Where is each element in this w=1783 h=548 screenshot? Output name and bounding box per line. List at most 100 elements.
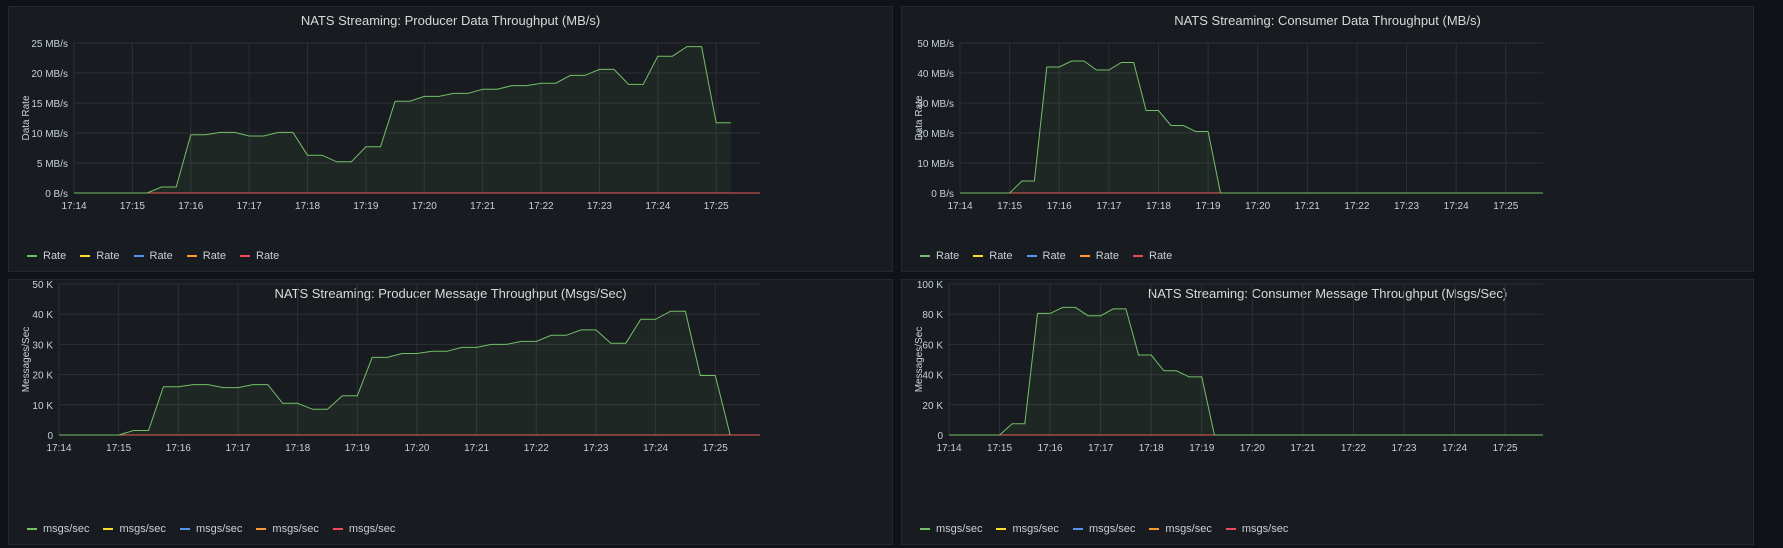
x-tick-label: 17:19 — [353, 201, 378, 212]
legend-label: msgs/sec — [1012, 523, 1059, 535]
series-area-1 — [949, 307, 1543, 435]
y-tick-label: 10 MB/s — [31, 129, 68, 140]
legend-label: msgs/sec — [119, 523, 166, 535]
legend: Rate Rate Rate Rate Rate — [27, 250, 279, 262]
x-tick-label: 17:25 — [703, 443, 728, 454]
x-tick-label: 17:16 — [1038, 443, 1063, 454]
legend-swatch — [1026, 255, 1037, 257]
legend-swatch — [27, 528, 37, 530]
x-tick-label: 17:18 — [285, 443, 310, 454]
chart-consumer-data: 0 B/s 10 MB/s 20 MB/s 30 MB/s 40 MB/s 50 MB/s… — [914, 39, 1543, 212]
y-tick-label: 60 K — [922, 340, 943, 351]
x-tick-label: 17:19 — [1189, 443, 1214, 454]
legend-swatch — [332, 528, 343, 530]
legend-label: Rate — [149, 250, 173, 262]
legend-item[interactable]: Rate — [920, 250, 959, 262]
legend-item[interactable]: Rate — [133, 250, 173, 262]
y-axis-label: Data Rate — [21, 95, 32, 140]
legend-item[interactable]: msgs/sec — [256, 523, 319, 535]
x-tick-label: 17:25 — [1493, 201, 1518, 212]
legend-item[interactable]: msgs/sec — [996, 523, 1059, 535]
legend-item[interactable]: msgs/sec — [332, 523, 396, 535]
legend: msgs/sec msgs/sec msgs/sec msgs/sec msgs/sec — [920, 523, 1288, 535]
legend-item[interactable]: Rate — [1026, 250, 1066, 262]
legend-item[interactable]: Rate — [1133, 250, 1172, 262]
x-tick-label: 17:22 — [1341, 443, 1366, 454]
x-tick-label: 17:20 — [1245, 201, 1270, 212]
legend-swatch — [996, 528, 1007, 530]
x-tick-label: 17:23 — [587, 201, 612, 212]
legend-item[interactable]: msgs/sec — [103, 523, 166, 535]
series-line-1 — [949, 306, 1543, 436]
legend-label: Rate — [43, 250, 67, 262]
legend-item[interactable]: Rate — [240, 250, 279, 262]
x-tick-label: 17:15 — [120, 201, 145, 212]
legend-label: msgs/sec — [43, 523, 90, 535]
legend-item[interactable]: msgs/sec — [27, 523, 89, 535]
x-tick-label: 17:23 — [1391, 443, 1416, 454]
y-tick-label: 30 MB/s — [917, 99, 954, 110]
y-tick-label: 5 MB/s — [37, 159, 68, 170]
x-tick-label: 17:22 — [529, 201, 554, 212]
x-tick-label: 17:20 — [412, 201, 437, 212]
legend-swatch — [133, 255, 144, 257]
legend-label: msgs/sec — [348, 523, 396, 535]
y-tick-label: 0 — [937, 431, 943, 442]
x-tick-label: 17:15 — [106, 443, 131, 454]
panel-title[interactable]: NATS Streaming: Producer Data Throughput… — [300, 13, 601, 28]
y-tick-label: 25 MB/s — [31, 39, 68, 50]
legend-label: Rate — [256, 250, 280, 262]
x-tick-label: 17:24 — [643, 443, 668, 454]
x-tick-label: 17:14 — [61, 201, 86, 212]
legend-swatch — [973, 255, 984, 257]
x-tick-label: 17:17 — [225, 443, 250, 454]
y-tick-label: 30 K — [32, 340, 53, 351]
x-tick-label: 17:16 — [178, 201, 203, 212]
y-tick-label: 40 MB/s — [917, 69, 954, 80]
legend-item[interactable]: Rate — [973, 250, 1013, 262]
panel-title[interactable]: NATS Streaming: Producer Message Through… — [274, 286, 627, 301]
panel-title[interactable]: NATS Streaming: Consumer Message Through… — [1147, 286, 1508, 301]
x-tick-label: 17:19 — [345, 443, 370, 454]
legend-item[interactable]: msgs/sec — [920, 523, 982, 535]
y-tick-label: 15 MB/s — [31, 99, 68, 110]
panel-producer-messages: NATS Streaming: Producer Message Through… — [8, 279, 893, 545]
x-tick-label: 17:21 — [1290, 443, 1315, 454]
y-tick-label: 20 MB/s — [917, 129, 954, 140]
series-area-1 — [59, 311, 731, 435]
x-tick-label: 17:23 — [1394, 201, 1419, 212]
legend-item[interactable]: msgs/sec — [1072, 523, 1135, 535]
y-tick-label: 0 — [47, 431, 53, 442]
x-tick-label: 17:21 — [464, 443, 489, 454]
legend-swatch — [103, 528, 114, 530]
x-tick-label: 17:14 — [936, 443, 961, 454]
series-line-1 — [59, 310, 731, 436]
panel-title[interactable]: NATS Streaming: Consumer Data Throughput… — [1174, 13, 1481, 28]
x-tick-label: 17:17 — [1088, 443, 1113, 454]
series-line-1 — [960, 60, 1543, 194]
panel-consumer-messages: NATS Streaming: Consumer Message Through… — [901, 279, 1754, 545]
legend-label: Rate — [1095, 250, 1119, 262]
x-tick-label: 17:24 — [1442, 443, 1467, 454]
legend-item[interactable]: Rate — [1079, 250, 1119, 262]
series-line-1 — [74, 46, 731, 194]
x-tick-label: 17:15 — [987, 443, 1012, 454]
series-area-1 — [960, 61, 1543, 193]
y-tick-label: 50 K — [32, 280, 53, 291]
y-tick-label: 10 MB/s — [917, 159, 954, 170]
legend-label: msgs/sec — [195, 523, 243, 535]
series-area-1 — [74, 46, 731, 193]
legend-label: Rate — [1149, 250, 1173, 262]
y-axis-label: Messages/Sec — [21, 327, 32, 393]
legend-item[interactable]: msgs/sec — [179, 523, 243, 535]
legend-item[interactable]: msgs/sec — [1225, 523, 1288, 535]
legend-swatch — [1133, 255, 1143, 257]
legend-swatch — [27, 255, 37, 257]
x-tick-label: 17:22 — [524, 443, 549, 454]
legend-item[interactable]: Rate — [186, 250, 226, 262]
x-tick-label: 17:15 — [997, 201, 1022, 212]
legend-item[interactable]: Rate — [27, 250, 66, 262]
legend-item[interactable]: Rate — [80, 250, 120, 262]
legend: Rate Rate Rate Rate Rate — [920, 250, 1172, 262]
legend-item[interactable]: msgs/sec — [1149, 523, 1212, 535]
